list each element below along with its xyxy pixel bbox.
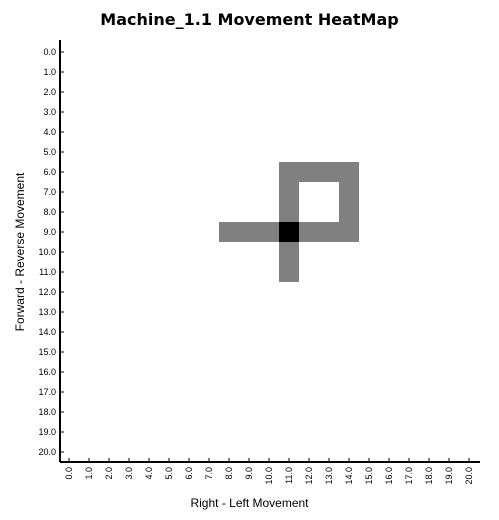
heatmap-cell — [259, 222, 279, 242]
heatmap-cell — [279, 202, 299, 222]
y-tick-label: 12.0 — [38, 287, 56, 297]
y-tick-label: 6.0 — [43, 167, 56, 177]
heatmap-cell — [319, 222, 339, 242]
heatmap-cell — [279, 182, 299, 202]
y-tick-label: 2.0 — [43, 87, 56, 97]
x-tick-label: 14.0 — [344, 467, 354, 485]
x-tick-label: 0.0 — [64, 467, 74, 480]
x-tick-label: 17.0 — [404, 467, 414, 485]
heatmap-cell — [299, 222, 319, 242]
x-tick-label: 6.0 — [184, 467, 194, 480]
x-tick-label: 19.0 — [444, 467, 454, 485]
x-tick-labels: 0.0 1.0 2.0 3.0 4.0 5.0 6.0 7.0 8.0 9.0 10.0 11.0 12… — [64, 458, 474, 485]
x-tick-label: 11.0 — [284, 467, 294, 484]
y-tick-labels: 0.0 1.0 2.0 3.0 4.0 5.0 6.0 7.0 8.0 9.0 10.0 11.0 12… — [38, 47, 64, 457]
y-tick-label: 18.0 — [38, 407, 56, 417]
y-tick-label: 16.0 — [38, 367, 56, 377]
heatmap-cell — [319, 162, 339, 182]
heatmap-cell — [339, 222, 359, 242]
chart-title: Machine_1.1 Movement HeatMap — [100, 10, 399, 29]
heatmap-cell — [239, 222, 259, 242]
y-tick-label: 8.0 — [43, 207, 56, 217]
heatmap-cell — [279, 242, 299, 262]
x-tick-label: 5.0 — [164, 467, 174, 480]
y-tick-label: 19.0 — [38, 427, 56, 437]
x-tick-label: 20.0 — [464, 467, 474, 485]
x-tick-label: 12.0 — [304, 467, 314, 485]
y-tick-label: 4.0 — [43, 127, 56, 137]
y-tick-label: 11.0 — [39, 267, 56, 277]
x-tick-label: 13.0 — [324, 467, 334, 485]
heatmap-cell — [279, 262, 299, 282]
y-tick-label: 13.0 — [38, 307, 56, 317]
x-tick-label: 10.0 — [264, 467, 274, 485]
y-tick-label: 5.0 — [43, 147, 56, 157]
x-tick-label: 4.0 — [144, 467, 154, 480]
x-tick-label: 7.0 — [204, 467, 214, 480]
y-tick-label: 9.0 — [43, 227, 56, 237]
axes — [59, 40, 480, 463]
y-tick-label: 17.0 — [38, 387, 56, 397]
heatmap-cell — [279, 222, 299, 242]
heatmap-cell — [299, 162, 319, 182]
heatmap-cell — [219, 222, 239, 242]
y-tick-label: 14.0 — [38, 327, 56, 337]
heatmap-cell — [279, 162, 299, 182]
x-tick-label: 1.0 — [84, 467, 94, 480]
x-tick-label: 3.0 — [124, 467, 134, 480]
heatmap-cell — [339, 162, 359, 182]
y-tick-label: 0.0 — [43, 47, 56, 57]
x-tick-label: 8.0 — [224, 467, 234, 480]
heatmap-cells — [219, 162, 359, 282]
x-tick-label: 15.0 — [364, 467, 374, 485]
y-tick-label: 15.0 — [38, 347, 56, 357]
x-tick-label: 16.0 — [384, 467, 394, 485]
y-tick-label: 1.0 — [43, 67, 56, 77]
x-tick-label: 18.0 — [424, 467, 434, 485]
y-tick-label: 10.0 — [38, 247, 56, 257]
y-tick-label: 7.0 — [43, 187, 56, 197]
y-tick-label: 3.0 — [43, 107, 56, 117]
x-axis-label: Right - Left Movement — [190, 496, 309, 510]
heatmap-cell — [339, 182, 359, 202]
x-tick-label: 2.0 — [104, 467, 114, 480]
y-tick-label: 20.0 — [38, 447, 56, 457]
heatmap-cell — [339, 202, 359, 222]
x-tick-label: 9.0 — [244, 467, 254, 480]
